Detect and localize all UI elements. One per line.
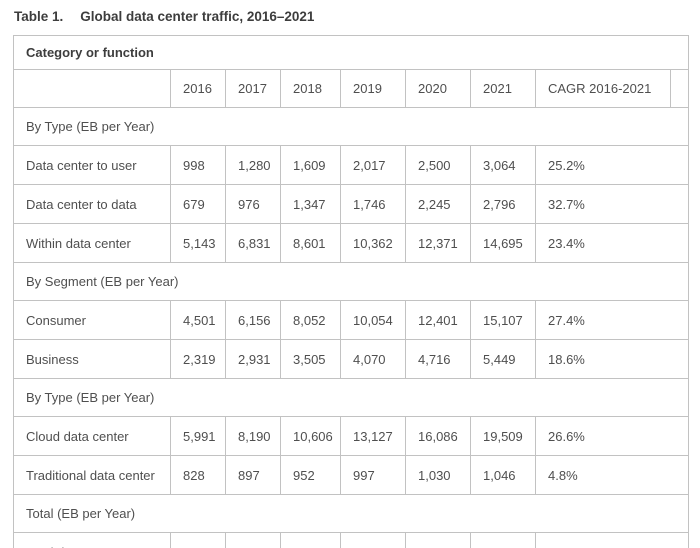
cell-2016: 4,501 <box>170 300 226 340</box>
row-label: Cloud data center <box>13 416 171 456</box>
col-header-2019: 2019 <box>340 69 406 108</box>
category-header-row: Category or function <box>12 35 690 70</box>
row-label: Within data center <box>13 223 171 263</box>
cell-2016: 5,143 <box>170 223 226 263</box>
cell-2016: 828 <box>170 455 226 495</box>
cell-2021: 20,555 <box>470 532 536 548</box>
empty-corner-cell <box>669 69 690 108</box>
cell-2021: 14,695 <box>470 223 536 263</box>
section-row-total: Total (EB per Year) <box>12 494 690 533</box>
cell-2017: 2,931 <box>225 339 281 379</box>
cell-2017: 6,831 <box>225 223 281 263</box>
cell-2018: 3,505 <box>280 339 341 379</box>
table-row-business: Business 2,319 2,931 3,505 4,070 4,716 5… <box>13 339 690 379</box>
year-header-row: 2016 2017 2018 2019 2020 2021 CAGR 2016-… <box>13 69 690 108</box>
cell-2019: 1,746 <box>340 184 406 224</box>
table-row-total-dc: Total data center 6,819 9,087 11,557 14,… <box>13 532 690 548</box>
cell-2019: 997 <box>340 455 406 495</box>
traffic-table: Category or function 2016 2017 2018 2019… <box>12 35 690 548</box>
cell-cagr: 25.2% <box>534 145 690 185</box>
cell-2017: 1,280 <box>225 145 281 185</box>
cell-2020: 2,500 <box>405 145 471 185</box>
cell-2021: 5,449 <box>470 339 536 379</box>
cell-cagr: 32.7% <box>534 184 690 224</box>
table-row-dc-to-user: Data center to user 998 1,280 1,609 2,01… <box>13 145 690 185</box>
section-row-by-type-2: By Type (EB per Year) <box>12 378 690 417</box>
section-heading: By Type (EB per Year) <box>12 107 690 146</box>
cell-2017: 976 <box>225 184 281 224</box>
cell-2019: 10,054 <box>340 300 406 340</box>
cell-2020: 12,371 <box>405 223 471 263</box>
cell-2018: 8,052 <box>280 300 341 340</box>
col-header-2018: 2018 <box>280 69 341 108</box>
table-title-number: Table 1. <box>14 9 64 24</box>
cell-cagr: 27.4% <box>534 300 690 340</box>
cell-2021: 2,796 <box>470 184 536 224</box>
row-label: Consumer <box>13 300 171 340</box>
cell-2020: 4,716 <box>405 339 471 379</box>
cell-2019: 4,070 <box>340 339 406 379</box>
cell-2016: 679 <box>170 184 226 224</box>
cell-2016: 5,991 <box>170 416 226 456</box>
table-row-dc-to-data: Data center to data 679 976 1,347 1,746 … <box>13 184 690 224</box>
cell-2020: 2,245 <box>405 184 471 224</box>
col-header-2017: 2017 <box>225 69 281 108</box>
empty-header-cell <box>13 69 171 108</box>
table-title-text: Global data center traffic, 2016–2021 <box>80 9 315 24</box>
col-header-cagr: CAGR 2016-2021 <box>535 69 671 108</box>
col-header-2021: 2021 <box>470 69 536 108</box>
cell-cagr: 24.7% <box>534 532 690 548</box>
cell-2020: 1,030 <box>405 455 471 495</box>
row-label: Traditional data center <box>13 455 171 495</box>
cell-2021: 19,509 <box>470 416 536 456</box>
category-header: Category or function <box>12 35 690 70</box>
cell-2018: 952 <box>280 455 341 495</box>
cell-2018: 1,347 <box>280 184 341 224</box>
cell-2017: 9,087 <box>225 532 281 548</box>
cell-2018: 1,609 <box>280 145 341 185</box>
row-label: Data center to data <box>13 184 171 224</box>
table-row-within-dc: Within data center 5,143 6,831 8,601 10,… <box>13 223 690 263</box>
cell-2016: 2,319 <box>170 339 226 379</box>
row-label: Data center to user <box>13 145 171 185</box>
cell-2017: 6,156 <box>225 300 281 340</box>
section-row-by-type-1: By Type (EB per Year) <box>12 107 690 146</box>
row-label: Business <box>13 339 171 379</box>
section-row-by-segment: By Segment (EB per Year) <box>12 262 690 301</box>
cell-2021: 1,046 <box>470 455 536 495</box>
cell-2018: 8,601 <box>280 223 341 263</box>
table-title: Table 1. Global data center traffic, 2016… <box>0 0 700 33</box>
cell-2018: 10,606 <box>280 416 341 456</box>
cell-cagr: 23.4% <box>534 223 690 263</box>
section-heading: By Segment (EB per Year) <box>12 262 690 301</box>
cell-2021: 15,107 <box>470 300 536 340</box>
cell-cagr: 4.8% <box>534 455 690 495</box>
cell-2016: 6,819 <box>170 532 226 548</box>
col-header-2016: 2016 <box>170 69 226 108</box>
table-row-consumer: Consumer 4,501 6,156 8,052 10,054 12,401… <box>13 300 690 340</box>
table-row-cloud-dc: Cloud data center 5,991 8,190 10,606 13,… <box>13 416 690 456</box>
cell-2019: 10,362 <box>340 223 406 263</box>
cell-2019: 13,127 <box>340 416 406 456</box>
cell-2019: 2,017 <box>340 145 406 185</box>
section-heading: Total (EB per Year) <box>12 494 690 533</box>
cell-2021: 3,064 <box>470 145 536 185</box>
cell-2018: 11,557 <box>280 532 341 548</box>
section-heading: By Type (EB per Year) <box>12 378 690 417</box>
cell-2019: 14,124 <box>340 532 406 548</box>
row-label: Total data center <box>13 532 171 548</box>
cell-2016: 998 <box>170 145 226 185</box>
cell-cagr: 18.6% <box>534 339 690 379</box>
table-row-traditional-dc: Traditional data center 828 897 952 997 … <box>13 455 690 495</box>
cell-2020: 17,116 <box>405 532 471 548</box>
cell-cagr: 26.6% <box>534 416 690 456</box>
col-header-2020: 2020 <box>405 69 471 108</box>
cell-2020: 16,086 <box>405 416 471 456</box>
cell-2017: 8,190 <box>225 416 281 456</box>
cell-2017: 897 <box>225 455 281 495</box>
cell-2020: 12,401 <box>405 300 471 340</box>
